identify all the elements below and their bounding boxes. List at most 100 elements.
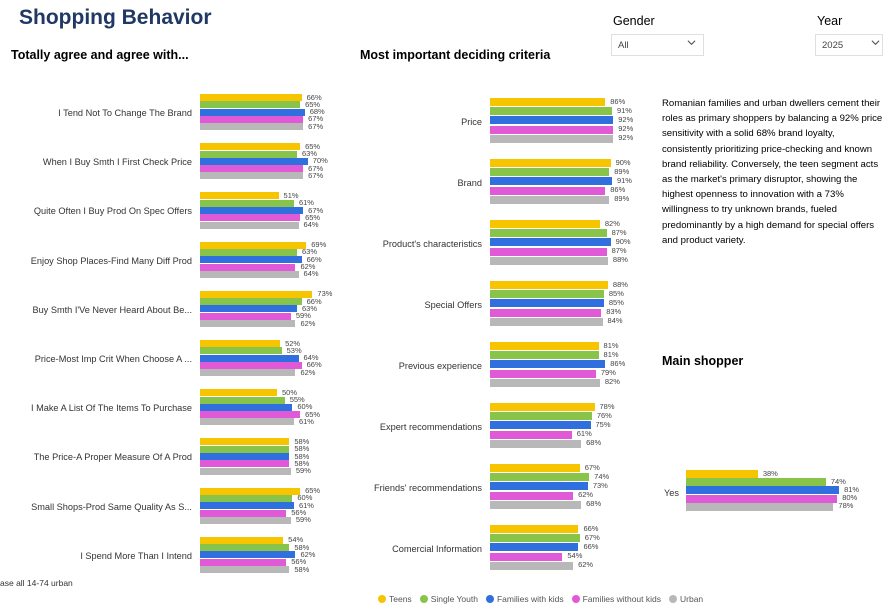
bar-urban[interactable] (490, 317, 603, 326)
bar-teens[interactable] (200, 389, 277, 397)
bar-teens[interactable] (200, 192, 279, 200)
bar-teens[interactable] (490, 342, 599, 350)
bar-families-without-kids[interactable] (490, 125, 614, 134)
bar-urban[interactable] (490, 256, 608, 265)
bar-urban[interactable] (490, 378, 600, 387)
bar-families-with-kids[interactable] (490, 421, 591, 430)
legend-item-families-without-kids[interactable]: Families without kids (571, 594, 661, 604)
bar-families-with-kids[interactable] (200, 502, 294, 510)
bar-single-youth[interactable] (200, 396, 285, 404)
bar-teens[interactable] (490, 403, 595, 411)
bar-single-youth[interactable] (490, 412, 592, 421)
bar-urban[interactable] (490, 561, 574, 570)
bar-families-with-kids[interactable] (490, 482, 588, 491)
bar-teens[interactable] (686, 470, 758, 478)
bar-families-without-kids[interactable] (200, 263, 296, 271)
bar-families-without-kids[interactable] (490, 430, 572, 439)
bar-teens[interactable] (490, 159, 611, 167)
bar-urban[interactable] (200, 123, 304, 131)
bar-families-without-kids[interactable] (200, 460, 290, 468)
bar-families-without-kids[interactable] (490, 491, 574, 500)
bar-families-with-kids[interactable] (490, 177, 612, 186)
bar-urban[interactable] (200, 369, 296, 377)
bar-teens[interactable] (200, 290, 313, 298)
bar-urban[interactable] (490, 439, 582, 448)
bar-teens[interactable] (490, 281, 608, 289)
bar-urban[interactable] (200, 418, 294, 426)
legend-item-teens[interactable]: Teens (378, 594, 412, 604)
bar-urban[interactable] (200, 172, 304, 180)
bar-single-youth[interactable] (490, 351, 599, 360)
bar-teens[interactable] (200, 487, 301, 495)
bar-teens[interactable] (200, 94, 302, 101)
bar-teens[interactable] (200, 143, 301, 151)
bar-single-youth[interactable] (490, 229, 607, 238)
bar-families-without-kids[interactable] (490, 369, 596, 378)
bar-families-with-kids[interactable] (200, 453, 290, 460)
bar-families-without-kids[interactable] (200, 165, 304, 173)
bar-families-with-kids[interactable] (200, 256, 302, 264)
bar-teens[interactable] (200, 241, 307, 249)
bar-single-youth[interactable] (200, 544, 290, 552)
bar-families-with-kids[interactable] (490, 299, 604, 308)
bar-families-without-kids[interactable] (200, 115, 304, 123)
bar-urban[interactable] (200, 516, 291, 524)
bar-families-with-kids[interactable] (200, 108, 305, 116)
bar-single-youth[interactable] (200, 199, 294, 207)
bar-single-youth[interactable] (490, 107, 612, 116)
bar-teens[interactable] (490, 464, 580, 472)
bar-families-with-kids[interactable] (200, 551, 296, 559)
bar-teens[interactable] (200, 340, 281, 347)
gender-filter-dropdown[interactable]: All (611, 34, 704, 56)
bar-single-youth[interactable] (490, 534, 580, 543)
bar-families-without-kids[interactable] (686, 494, 838, 503)
bar-families-with-kids[interactable] (490, 116, 614, 125)
bar-urban[interactable] (200, 320, 296, 327)
bar-single-youth[interactable] (490, 290, 604, 299)
legend-item-single-youth[interactable]: Single Youth (419, 594, 478, 604)
bar-urban[interactable] (200, 270, 299, 278)
bar-families-with-kids[interactable] (200, 354, 299, 362)
year-filter-dropdown[interactable]: 2025 (815, 34, 883, 56)
bar-single-youth[interactable] (200, 347, 282, 355)
bar-single-youth[interactable] (200, 248, 298, 256)
bar-families-with-kids[interactable] (490, 238, 611, 247)
bar-teens[interactable] (490, 220, 600, 228)
bar-single-youth[interactable] (686, 478, 826, 487)
bar-teens[interactable] (490, 98, 606, 106)
bar-families-without-kids[interactable] (490, 247, 607, 256)
bar-urban[interactable] (490, 195, 610, 204)
bar-teens[interactable] (490, 525, 579, 533)
bar-families-without-kids[interactable] (200, 558, 287, 566)
bar-families-without-kids[interactable] (490, 186, 606, 195)
bar-families-with-kids[interactable] (686, 486, 840, 495)
bar-families-with-kids[interactable] (200, 157, 308, 165)
bar-single-youth[interactable] (490, 168, 610, 177)
bar-single-youth[interactable] (200, 298, 302, 306)
bar-families-with-kids[interactable] (200, 207, 304, 214)
bar-single-youth[interactable] (490, 473, 590, 482)
bar-urban[interactable] (200, 221, 299, 229)
bar-families-with-kids[interactable] (490, 360, 606, 369)
bar-single-youth[interactable] (200, 445, 290, 453)
legend-item-families-with-kids[interactable]: Families with kids (485, 594, 564, 604)
bar-urban[interactable] (686, 502, 834, 511)
bar-families-without-kids[interactable] (200, 312, 291, 320)
bar-teens[interactable] (200, 536, 284, 544)
bar-families-without-kids[interactable] (490, 308, 602, 317)
bar-families-with-kids[interactable] (200, 305, 298, 313)
bar-single-youth[interactable] (200, 150, 298, 158)
bar-families-with-kids[interactable] (490, 543, 579, 552)
bar-urban[interactable] (200, 467, 291, 475)
bar-families-without-kids[interactable] (200, 509, 287, 517)
bar-teens[interactable] (200, 438, 290, 446)
bar-urban[interactable] (490, 500, 582, 509)
bar-families-with-kids[interactable] (200, 403, 293, 411)
bar-urban[interactable] (200, 566, 290, 573)
bar-families-without-kids[interactable] (200, 411, 301, 419)
bar-urban[interactable] (490, 134, 614, 143)
bar-single-youth[interactable] (200, 101, 301, 109)
bar-families-without-kids[interactable] (490, 552, 563, 561)
bar-families-without-kids[interactable] (200, 214, 301, 222)
legend-item-urban[interactable]: Urban (669, 594, 703, 604)
